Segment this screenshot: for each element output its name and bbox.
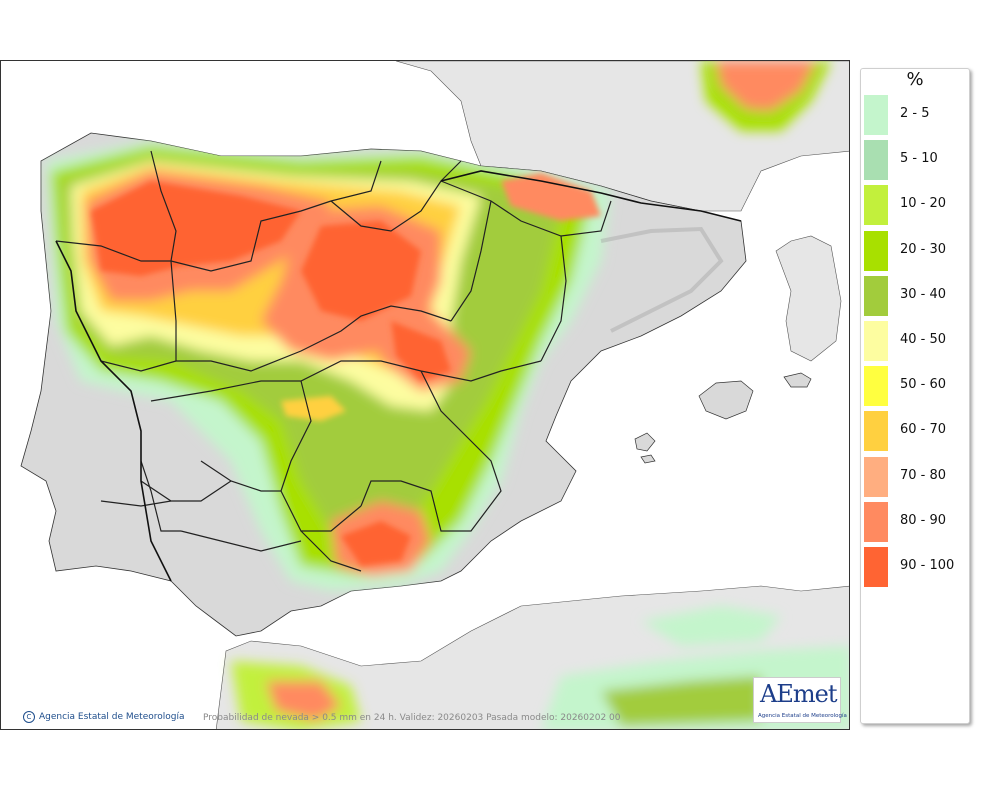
- logo-word: AEmet: [760, 680, 836, 708]
- legend-swatch: [864, 321, 888, 361]
- legend-swatch: [864, 457, 888, 497]
- map-caption: Probabilidad de nevada > 0.5 mm en 24 h.…: [203, 713, 621, 723]
- legend-label: 2 - 5: [900, 106, 930, 121]
- legend-swatch: [864, 95, 888, 135]
- legend-swatch: [864, 502, 888, 542]
- legend-item: 5 - 10: [864, 140, 968, 180]
- legend-swatch: [864, 366, 888, 406]
- legend-swatch: [864, 547, 888, 587]
- legend-swatch: [864, 276, 888, 316]
- legend-item: 2 - 5: [864, 95, 968, 135]
- legend-title: %: [861, 69, 969, 90]
- snow-probability-map: [1, 61, 850, 730]
- legend-label: 60 - 70: [900, 422, 946, 437]
- copyright-icon: C: [23, 711, 35, 723]
- credit-text: C Agencia Estatal de Meteorología: [23, 711, 185, 723]
- legend-label: 50 - 60: [900, 377, 946, 392]
- legend-label: 5 - 10: [900, 151, 938, 166]
- legend-item: 90 - 100: [864, 547, 968, 587]
- credit-label: Agencia Estatal de Meteorología: [39, 712, 185, 722]
- map-frame: C Agencia Estatal de Meteorología Probabi…: [0, 60, 850, 730]
- legend-label: 20 - 30: [900, 242, 946, 257]
- legend-item: 10 - 20: [864, 185, 968, 225]
- legend-item: 50 - 60: [864, 366, 968, 406]
- legend-item: 20 - 30: [864, 231, 968, 271]
- legend-panel: % 2 - 5 5 - 10 10 - 20 20 - 30 30 - 40 40 - 5…: [860, 68, 970, 724]
- legend-label: 80 - 90: [900, 513, 946, 528]
- legend-label: 30 - 40: [900, 287, 946, 302]
- legend-item: 30 - 40: [864, 276, 968, 316]
- legend-item: 60 - 70: [864, 411, 968, 451]
- legend-item: 70 - 80: [864, 457, 968, 497]
- legend-swatch: [864, 140, 888, 180]
- legend-item: 40 - 50: [864, 321, 968, 361]
- legend-item: 80 - 90: [864, 502, 968, 542]
- legend-swatch: [864, 411, 888, 451]
- legend-swatch: [864, 185, 888, 225]
- logo-subtitle: Agencia Estatal de Meteorología: [758, 713, 847, 719]
- legend-label: 40 - 50: [900, 332, 946, 347]
- legend-label: 10 - 20: [900, 196, 946, 211]
- aemet-logo: AEmet Agencia Estatal de Meteorología: [753, 677, 841, 723]
- legend-label: 70 - 80: [900, 468, 946, 483]
- legend-swatch: [864, 231, 888, 271]
- legend-label: 90 - 100: [900, 558, 954, 573]
